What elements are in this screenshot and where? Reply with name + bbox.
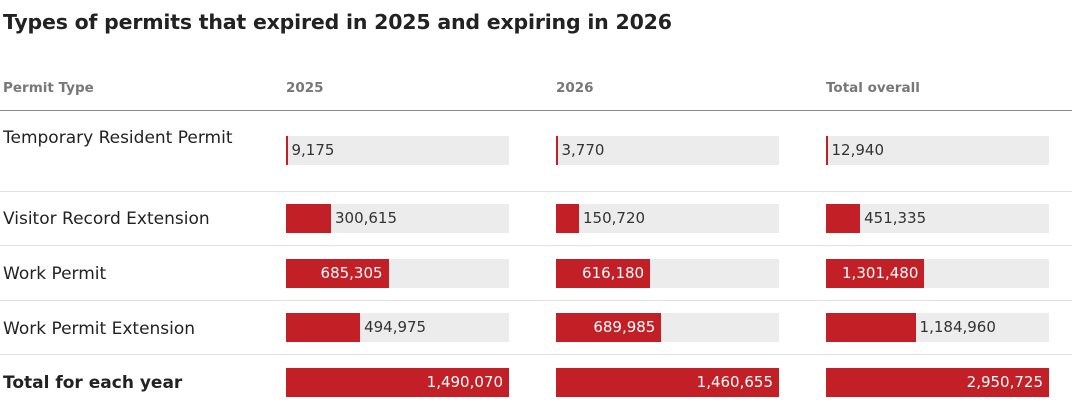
- bar-2026: [556, 313, 662, 342]
- value-cell-2025: 1,490,070: [286, 368, 509, 397]
- value-cell-2026: 3,770: [556, 136, 779, 165]
- bar-value-label: 1,460,655: [696, 373, 773, 391]
- value-cell-total: 2,950,725: [826, 368, 1049, 397]
- bar-2026: [556, 368, 779, 397]
- row-label: Temporary Resident Permit: [3, 128, 233, 148]
- bar-total: [826, 136, 828, 165]
- bar-total: [826, 313, 916, 342]
- header-2025: 2025: [286, 80, 324, 96]
- bar-value-label: 3,770: [561, 141, 605, 159]
- bar-value-label: 1,490,070: [426, 373, 503, 391]
- row-label: Total for each year: [3, 373, 183, 393]
- bar-2026: [556, 204, 579, 233]
- bar-total: [826, 259, 925, 288]
- bar-total: [826, 368, 1049, 397]
- bar-value-label: 1,184,960: [919, 318, 996, 336]
- value-cell-2025: 9,175: [286, 136, 509, 165]
- value-cell-2026: 689,985: [556, 313, 779, 342]
- bar-value-label: 689,985: [593, 318, 656, 336]
- header-rule: [0, 110, 1072, 111]
- value-cell-2026: 1,460,655: [556, 368, 779, 397]
- value-cell-total: 1,301,480: [826, 259, 1049, 288]
- bar-2025: [286, 368, 509, 397]
- value-cell-2025: 685,305: [286, 259, 509, 288]
- bar-2026: [556, 259, 651, 288]
- row-label: Work Permit: [3, 264, 107, 284]
- row-divider: [0, 245, 1072, 246]
- bar-2025: [286, 136, 288, 165]
- value-cell-2026: 150,720: [556, 204, 779, 233]
- bar-2025: [286, 313, 361, 342]
- bar-value-label: 494,975: [364, 318, 427, 336]
- row-divider: [0, 191, 1072, 192]
- bar-2025: [286, 204, 331, 233]
- row-divider: [0, 300, 1072, 301]
- header-total-overall: Total overall: [826, 80, 920, 96]
- row-label: Visitor Record Extension: [3, 209, 210, 229]
- bar-value-label: 1,301,480: [842, 264, 919, 282]
- bar-value-label: 150,720: [583, 209, 646, 227]
- header-permit-type: Permit Type: [3, 80, 94, 96]
- bar-2025: [286, 259, 389, 288]
- value-cell-total: 451,335: [826, 204, 1049, 233]
- bar-value-label: 2,950,725: [966, 373, 1043, 391]
- value-cell-total: 1,184,960: [826, 313, 1049, 342]
- bar-total: [826, 204, 861, 233]
- bar-value-label: 685,305: [320, 264, 383, 282]
- row-divider: [0, 354, 1072, 355]
- bar-value-label: 300,615: [334, 209, 398, 227]
- row-label: Work Permit Extension: [3, 319, 196, 339]
- chart-title: Types of permits that expired in 2025 an…: [3, 10, 672, 34]
- value-cell-2026: 616,180: [556, 259, 779, 288]
- value-cell-2025: 300,615: [286, 204, 509, 233]
- bar-value-label: 12,940: [831, 141, 885, 159]
- bar-2026: [556, 136, 558, 165]
- value-cell-total: 12,940: [826, 136, 1049, 165]
- value-cell-2025: 494,975: [286, 313, 509, 342]
- bar-value-label: 451,335: [864, 209, 927, 227]
- bar-value-label: 616,180: [582, 264, 645, 282]
- header-2026: 2026: [556, 80, 594, 96]
- bar-value-label: 9,175: [291, 141, 335, 159]
